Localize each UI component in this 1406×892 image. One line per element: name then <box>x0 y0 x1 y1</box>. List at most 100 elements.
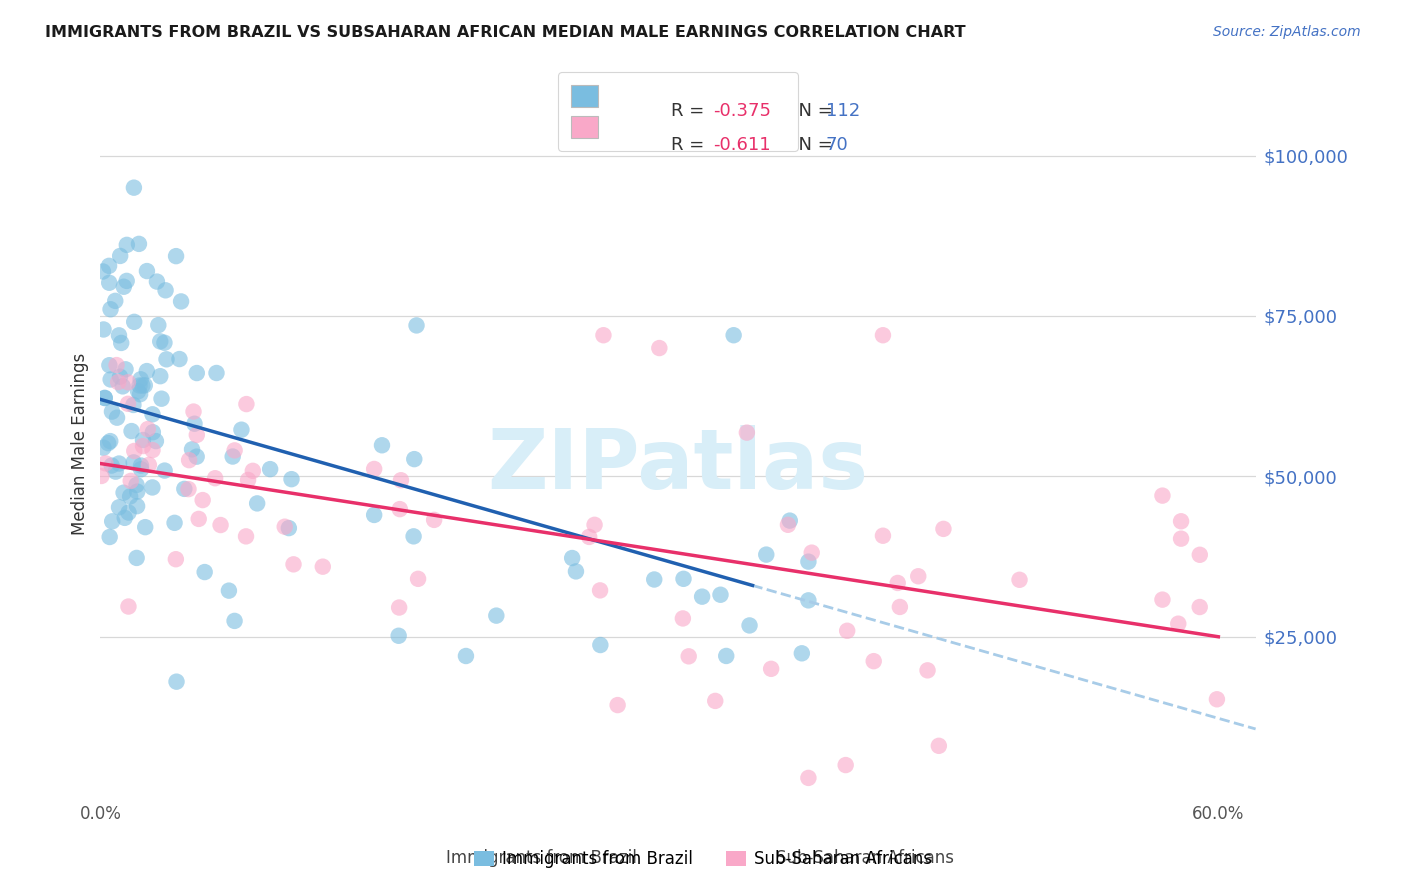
Point <box>561 551 583 566</box>
Point <box>690 590 713 604</box>
Point <box>98 259 121 273</box>
Point <box>108 457 131 471</box>
Point <box>129 372 152 386</box>
Text: IMMIGRANTS FROM BRAZIL VS SUBSAHARAN AFRICAN MEDIAN MALE EARNINGS CORRELATION CH: IMMIGRANTS FROM BRAZIL VS SUBSAHARAN AFR… <box>45 25 966 40</box>
Point <box>166 674 188 689</box>
Legend: Immigrants from Brazil, Sub-Saharan Africans: Immigrants from Brazil, Sub-Saharan Afri… <box>467 844 939 875</box>
Point <box>120 474 142 488</box>
Point <box>259 462 281 476</box>
Point <box>141 407 163 421</box>
Point <box>834 758 856 772</box>
Point <box>98 358 121 372</box>
Point <box>132 439 155 453</box>
Point <box>194 565 217 579</box>
Point <box>93 322 115 336</box>
Point <box>589 638 612 652</box>
Point <box>186 366 208 380</box>
Point <box>90 469 112 483</box>
Point <box>112 485 135 500</box>
Point <box>93 391 115 405</box>
Point <box>231 423 253 437</box>
Point <box>454 648 477 663</box>
Point <box>173 482 195 496</box>
Point <box>405 318 427 333</box>
Point <box>134 520 156 534</box>
Point <box>142 425 165 440</box>
Point <box>363 462 385 476</box>
Point <box>136 264 159 278</box>
Point <box>371 438 394 452</box>
Point <box>277 521 299 535</box>
Point <box>242 464 264 478</box>
Point <box>117 397 139 411</box>
Point <box>235 529 257 543</box>
Point <box>128 236 150 251</box>
Point <box>423 513 446 527</box>
Point <box>94 391 117 405</box>
Point <box>283 558 305 572</box>
Point <box>97 436 120 450</box>
Point <box>224 443 246 458</box>
Point <box>388 600 411 615</box>
Point <box>583 517 606 532</box>
Point <box>104 465 127 479</box>
Point <box>790 646 813 660</box>
Point <box>127 484 149 499</box>
Point <box>114 511 136 525</box>
Point <box>363 508 385 522</box>
Text: Sub-Saharan Africans: Sub-Saharan Africans <box>776 849 953 867</box>
Point <box>406 572 429 586</box>
Point <box>872 328 894 343</box>
Point <box>131 378 153 392</box>
Point <box>209 518 232 533</box>
Point <box>149 369 172 384</box>
Point <box>776 517 799 532</box>
Text: 112: 112 <box>825 102 860 120</box>
Point <box>1206 692 1229 706</box>
Text: Source: ZipAtlas.com: Source: ZipAtlas.com <box>1213 25 1361 39</box>
Point <box>114 362 136 376</box>
Point <box>107 375 129 389</box>
Point <box>104 293 127 308</box>
Point <box>145 434 167 448</box>
Point <box>204 471 226 485</box>
Point <box>186 428 208 442</box>
Point <box>183 417 205 431</box>
Point <box>907 569 929 583</box>
Point <box>141 443 163 458</box>
Point <box>91 264 114 278</box>
Point <box>672 572 695 586</box>
Point <box>246 496 269 510</box>
Point <box>191 493 214 508</box>
Point <box>759 662 782 676</box>
Point <box>122 398 145 412</box>
Text: Immigrants from Brazil: Immigrants from Brazil <box>446 849 637 867</box>
Point <box>122 455 145 469</box>
Point <box>235 397 257 411</box>
Point <box>117 599 139 614</box>
Point <box>170 294 193 309</box>
Point <box>115 274 138 288</box>
Point <box>1188 548 1211 562</box>
Point <box>153 464 176 478</box>
Point <box>738 618 761 632</box>
Point <box>183 404 205 418</box>
Point <box>187 512 209 526</box>
Point <box>150 392 173 406</box>
Point <box>108 500 131 515</box>
Text: 70: 70 <box>825 136 849 154</box>
Point <box>105 410 128 425</box>
Point <box>148 318 170 333</box>
Point <box>1152 592 1174 607</box>
Point <box>117 376 139 390</box>
Point <box>124 444 146 458</box>
Point <box>100 302 122 317</box>
Point <box>134 378 156 392</box>
Point <box>485 608 508 623</box>
Point <box>98 276 121 290</box>
Point <box>112 279 135 293</box>
Point <box>388 502 411 516</box>
Point <box>606 698 628 712</box>
Point <box>312 559 335 574</box>
Point <box>186 450 208 464</box>
